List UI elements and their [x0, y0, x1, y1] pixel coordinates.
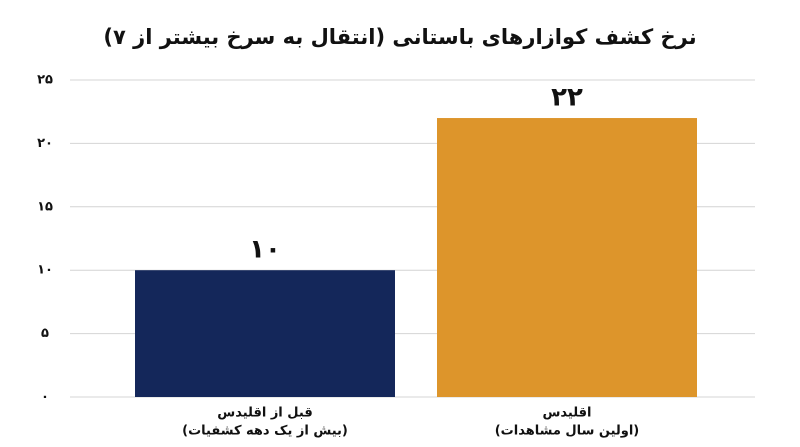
x-tick-label: قبل از اقلیدس [217, 406, 312, 421]
y-tick-label: ۲۰ [37, 136, 53, 151]
value-label: ۱۰ [249, 235, 281, 265]
y-tick-label: ۱۰ [37, 263, 53, 278]
y-tick-label: ۰ [41, 390, 49, 405]
value-label: ۲۲ [551, 83, 583, 113]
x-tick-label: اقلیدس [542, 406, 591, 421]
x-tick-label: (اولین سال مشاهدات) [495, 424, 640, 439]
bar [437, 118, 697, 397]
y-tick-label: ۲۵ [37, 73, 53, 88]
y-tick-label: ۱۵ [37, 199, 53, 214]
chart-title: نرخ کشف کوازارهای باستانی (انتقال به سرخ… [103, 25, 696, 49]
y-tick-label: ۵ [41, 326, 49, 341]
bar [135, 270, 395, 397]
x-tick-label: (بیش از یک دهه کشفیات) [182, 424, 348, 439]
